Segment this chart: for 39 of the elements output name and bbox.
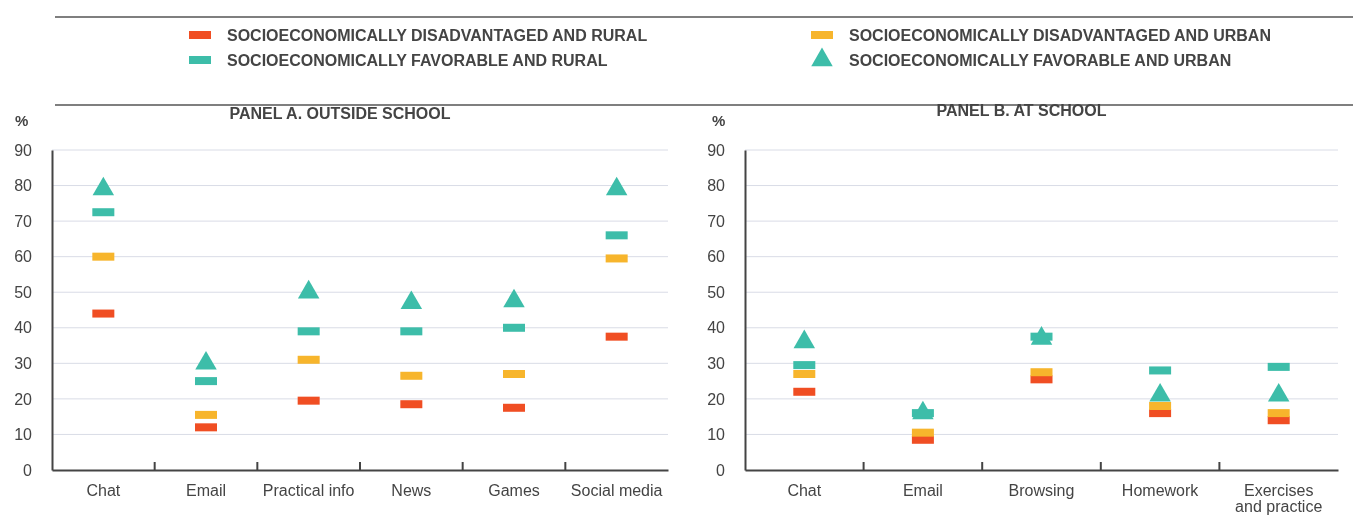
x-tick-label: Exercises and practice: [1235, 481, 1323, 516]
legend-label: SOCIOECONOMICALLY FAVORABLE AND RURAL: [227, 52, 608, 69]
y-tick-label: 60: [707, 248, 726, 266]
y-tick-label: 20: [14, 390, 33, 408]
x-tick-label: Email: [902, 481, 943, 499]
y-tick-label: 70: [14, 212, 33, 230]
x-tick-label: Browsing: [1008, 481, 1075, 499]
y-tick-label: 50: [707, 283, 726, 301]
y-tick-label: 30: [14, 354, 33, 372]
y-tick-label: 40: [707, 319, 726, 337]
y-tick-label: 80: [14, 177, 33, 195]
y-tick-label: 40: [14, 319, 33, 337]
y-tick-label: 90: [707, 141, 726, 159]
chart-title: PANEL B. AT SCHOOL: [936, 102, 1107, 119]
y-tick-label: 20: [707, 390, 726, 408]
legend-label: SOCIOECONOMICALLY DISADVANTAGED AND URBAN: [849, 27, 1271, 44]
y-tick-label: 10: [707, 426, 726, 444]
y-tick-label: 0: [716, 461, 726, 479]
x-tick-label: Games: [488, 481, 540, 499]
legend-label: SOCIOECONOMICALLY DISADVANTAGED AND RURAL: [227, 27, 648, 44]
y-tick-label: 10: [14, 426, 33, 444]
y-tick-label: 80: [707, 177, 726, 195]
y-tick-label: 50: [14, 283, 33, 301]
y-tick-label: 90: [14, 141, 33, 159]
y-axis-title: %: [712, 112, 726, 129]
y-axis-title: %: [15, 112, 29, 129]
x-tick-label: Practical info: [262, 481, 355, 499]
x-tick-label: Social media: [570, 481, 663, 499]
x-tick-label: News: [391, 481, 432, 499]
y-tick-label: 30: [707, 354, 726, 372]
x-tick-label: Email: [185, 481, 227, 499]
x-tick-label: Chat: [86, 481, 121, 499]
y-tick-label: 70: [707, 212, 726, 230]
y-tick-label: 0: [23, 461, 33, 479]
chart-title: PANEL A. OUTSIDE SCHOOL: [229, 105, 451, 122]
y-tick-label: 60: [14, 248, 33, 266]
x-tick-label: Chat: [787, 481, 822, 499]
legend-label: SOCIOECONOMICALLY FAVORABLE AND URBAN: [849, 52, 1232, 69]
x-tick-label: Homework: [1121, 481, 1200, 499]
